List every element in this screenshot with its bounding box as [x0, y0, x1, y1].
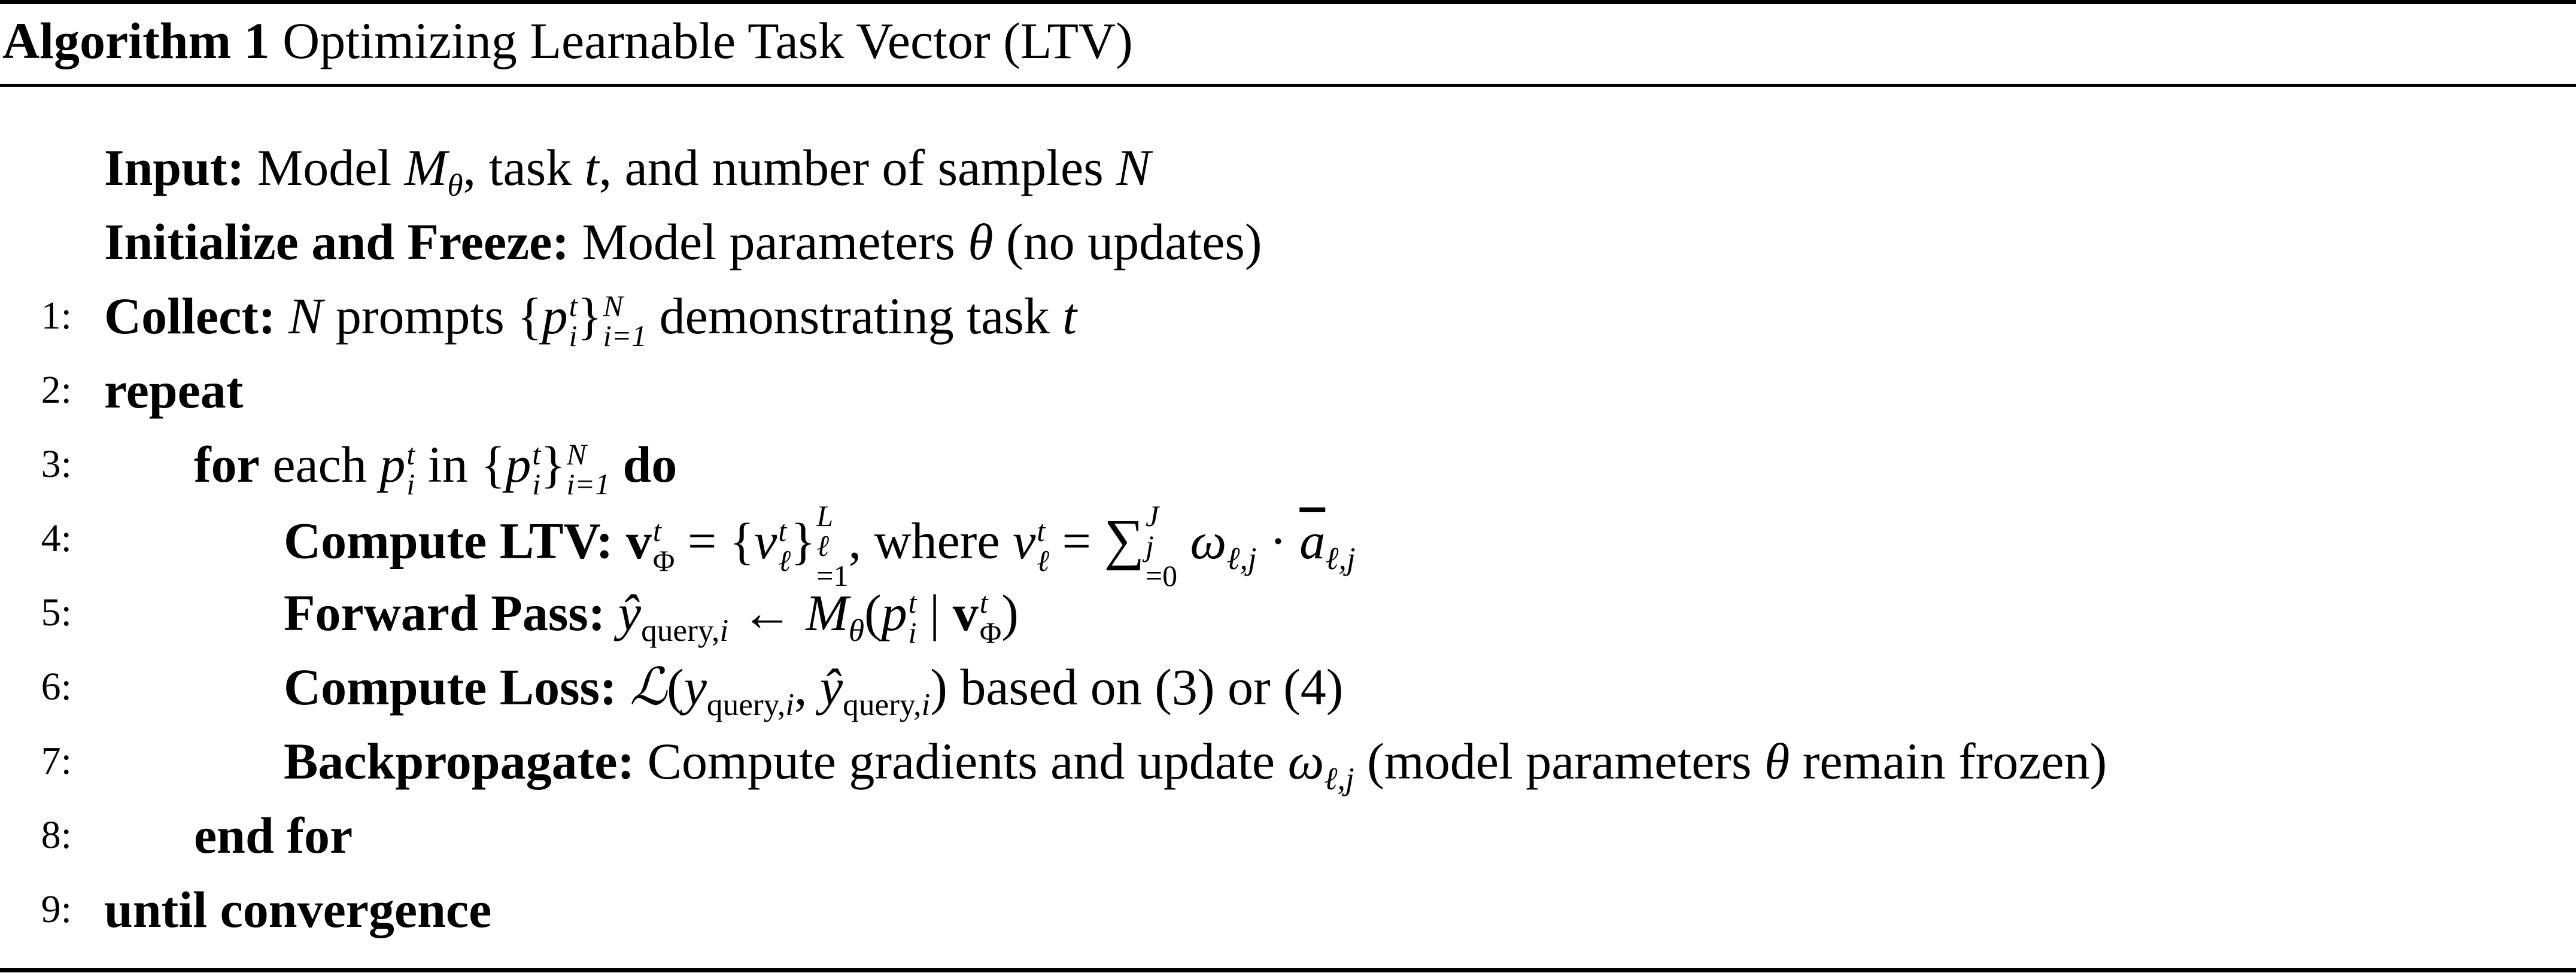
algorithm-title: Algorithm 1 Optimizing Learnable Task Ve…	[2, 7, 1133, 74]
step-8: 8: end for	[0, 798, 2576, 872]
math-model: Mθ	[404, 139, 463, 203]
title-rule	[0, 84, 2576, 87]
init-label: Initialize and Freeze:	[104, 213, 569, 270]
init-line: Initialize and Freeze: Model parameters …	[104, 213, 1262, 270]
line-number: 3:	[41, 442, 72, 486]
bottom-rule	[0, 968, 2576, 972]
line-number: 4:	[41, 516, 72, 560]
line-number: 2:	[41, 368, 72, 412]
math-loss: ℒ(yquery,i, ŷquery,i)	[630, 658, 947, 723]
math-theta: θ	[968, 213, 994, 270]
step-2: 2: repeat	[0, 353, 2576, 427]
math-task: t	[584, 139, 599, 196]
line-number: 8:	[41, 813, 72, 857]
input-label: Input:	[104, 139, 245, 196]
top-rule	[0, 0, 2576, 4]
input-line: Input: Model Mθ, task t, and number of s…	[104, 139, 1151, 203]
step-6: 6: Compute Loss: ℒ(yquery,i, ŷquery,i) b…	[0, 650, 2576, 724]
line-number: 5:	[41, 591, 72, 634]
line-number: 7:	[41, 739, 72, 783]
algorithm-name: Optimizing Learnable Task Vector (LTV)	[282, 12, 1133, 69]
line-number: 9:	[41, 887, 72, 931]
line-number: 6:	[41, 665, 72, 709]
math-n: N	[1116, 139, 1151, 196]
math-forward: ŷquery,i ← Mθ(p t i | v t Φ)	[618, 584, 1019, 650]
step-9: 9: until convergence	[0, 872, 2576, 947]
step-7: 7: Backpropagate: Compute gradients and …	[0, 724, 2576, 798]
line-number: 1:	[41, 294, 72, 337]
algorithm-label: Algorithm 1	[2, 12, 270, 69]
